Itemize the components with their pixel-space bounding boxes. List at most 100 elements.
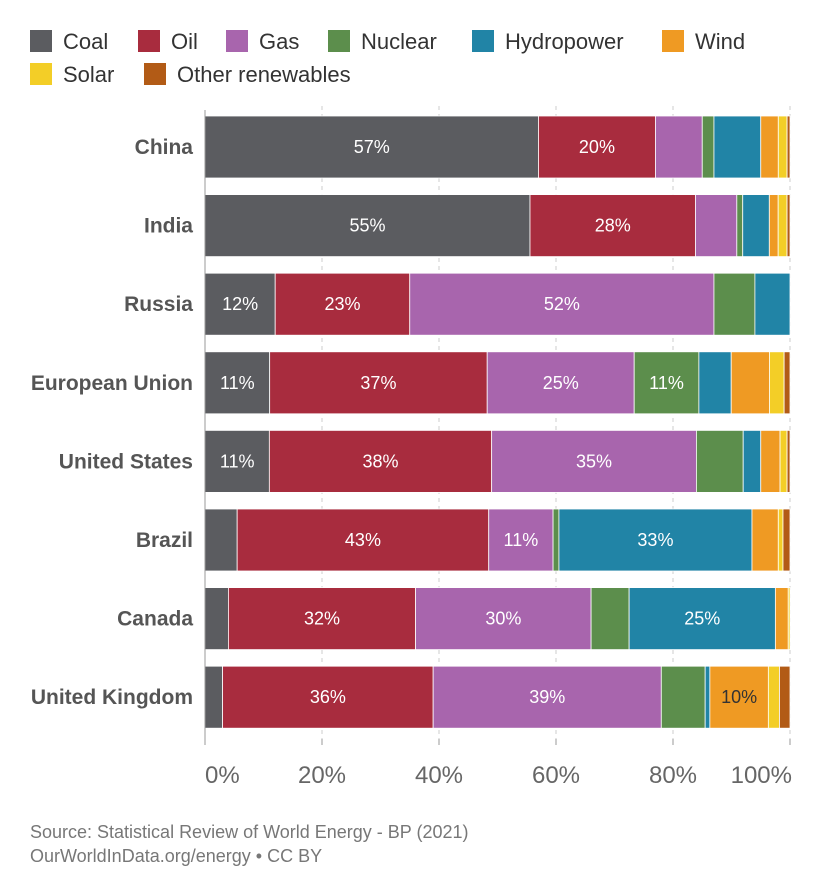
data-labels: 57% 20% 55% 28% 12% 23% 52% 11% 37% 25% 11% 11% 38% 3…	[220, 137, 757, 707]
data-label-united-kingdom-wind: 10%	[721, 687, 757, 707]
legend-swatch-other-renewables	[144, 63, 166, 85]
bar-canada-gas	[415, 587, 592, 650]
bar-russia-coal	[204, 272, 276, 336]
x-tick-label-80: 80%	[649, 762, 697, 789]
data-label-united-states-oil: 38%	[362, 451, 398, 471]
legend-label-gas: Gas	[259, 29, 299, 54]
data-label-european-union-oil: 37%	[360, 373, 396, 393]
bar-canada-coal	[204, 587, 229, 650]
bar-canada-nuclear	[590, 587, 630, 650]
bar-united-kingdom-hydropower	[704, 665, 711, 729]
category-label-russia: Russia	[124, 293, 193, 316]
legend-swatch-coal	[30, 30, 52, 52]
legend-swatch-nuclear	[328, 30, 350, 52]
legend-item-solar: Solar	[30, 62, 114, 87]
legend-item-coal: Coal	[30, 29, 108, 54]
data-label-brazil-hydropower: 33%	[637, 530, 673, 550]
legend-item-gas: Gas	[226, 29, 299, 54]
legend-label-oil: Oil	[171, 29, 198, 54]
legend-swatch-wind	[662, 30, 684, 52]
data-label-canada-gas: 30%	[485, 609, 521, 629]
data-label-russia-gas: 52%	[544, 294, 580, 314]
data-label-united-states-gas: 35%	[576, 451, 612, 471]
bar-india-oil	[529, 194, 696, 258]
bar-united-states-other-renewables	[786, 429, 791, 493]
bar-row-united-states	[204, 429, 791, 493]
data-label-canada-hydropower: 25%	[684, 609, 720, 629]
bar-india-other-renewables	[786, 194, 791, 258]
bar-brazil-solar	[777, 508, 784, 572]
bar-india-gas	[695, 194, 738, 258]
bar-european-union-other-renewables	[783, 351, 791, 415]
bar-india-nuclear	[736, 194, 744, 258]
bar-united-states-hydropower	[742, 429, 762, 493]
bar-european-union-oil	[269, 351, 488, 415]
bar-european-union-gas	[486, 351, 635, 415]
x-tick-label-60: 60%	[532, 762, 580, 789]
bar-canada-oil	[227, 587, 416, 650]
bar-russia-oil	[274, 272, 411, 336]
bar-united-kingdom-other-renewables	[779, 665, 791, 729]
category-label-india: India	[144, 215, 193, 238]
bar-european-union-nuclear	[633, 351, 700, 415]
bar-row-china	[204, 115, 791, 179]
x-tick-label-40: 40%	[415, 762, 463, 789]
category-label-canada: Canada	[117, 608, 193, 631]
legend-label-solar: Solar	[63, 62, 114, 87]
legend-item-nuclear: Nuclear	[328, 29, 437, 54]
legend-label-wind: Wind	[695, 29, 745, 54]
data-label-united-states-coal: 11%	[220, 451, 255, 471]
legend-swatch-hydropower	[472, 30, 494, 52]
bar-india-hydropower	[742, 194, 770, 258]
x-tick-label-100: 100%	[731, 762, 792, 789]
category-label-china: China	[135, 136, 194, 159]
source-line-1: Source: Statistical Review of World Ener…	[30, 822, 469, 842]
x-axis: 0% 20% 40% 60% 80% 100%	[204, 110, 792, 789]
bar-united-states-wind	[760, 429, 781, 493]
category-label-united-states: United States	[59, 450, 193, 473]
bar-brazil-coal	[204, 508, 238, 572]
category-labels: China India Russia European Union United Sta…	[31, 136, 193, 709]
bar-row-india	[204, 194, 791, 258]
data-label-india-coal: 55%	[349, 216, 385, 236]
legend: Coal Oil Gas Nuclear Hydropower Wind Solar Othe…	[30, 29, 745, 87]
bar-china-hydropower	[713, 115, 762, 179]
data-label-canada-oil: 32%	[304, 609, 340, 629]
bar-russia-hydropower	[754, 272, 791, 336]
data-label-india-oil: 28%	[595, 216, 631, 236]
bar-brazil-nuclear	[552, 508, 560, 572]
bar-united-kingdom-oil	[222, 665, 434, 729]
bar-india-wind	[768, 194, 779, 258]
bar-china-other-renewables	[786, 115, 791, 179]
data-label-european-union-gas: 25%	[543, 373, 579, 393]
legend-label-nuclear: Nuclear	[361, 29, 437, 54]
bar-china-nuclear	[701, 115, 715, 179]
x-tick-label-0: 0%	[205, 762, 240, 789]
bar-united-kingdom-nuclear	[660, 665, 706, 729]
bar-china-gas	[655, 115, 703, 179]
category-label-united-kingdom: United Kingdom	[31, 686, 193, 709]
bar-european-union-solar	[769, 351, 785, 415]
legend-label-coal: Coal	[63, 29, 108, 54]
legend-item-hydropower: Hydropower	[472, 29, 624, 54]
bar-united-kingdom-coal	[204, 665, 223, 729]
bar-united-kingdom-gas	[432, 665, 662, 729]
bar-row-canada	[204, 587, 791, 650]
legend-label-other-renewables: Other renewables	[177, 62, 351, 87]
bar-united-states-nuclear	[696, 429, 744, 493]
bar-european-union-wind	[730, 351, 770, 415]
legend-item-other-renewables: Other renewables	[144, 62, 351, 87]
data-label-united-kingdom-gas: 39%	[529, 687, 565, 707]
legend-swatch-oil	[138, 30, 160, 52]
data-label-european-union-coal: 11%	[220, 373, 255, 393]
bar-brazil-oil	[236, 508, 490, 572]
bars	[204, 115, 791, 729]
x-tick-label-20: 20%	[298, 762, 346, 789]
bar-row-united-kingdom	[204, 665, 791, 729]
bar-brazil-wind	[751, 508, 779, 572]
bar-european-union-hydropower	[698, 351, 732, 415]
data-label-russia-oil: 23%	[324, 294, 360, 314]
bar-india-solar	[777, 194, 788, 258]
